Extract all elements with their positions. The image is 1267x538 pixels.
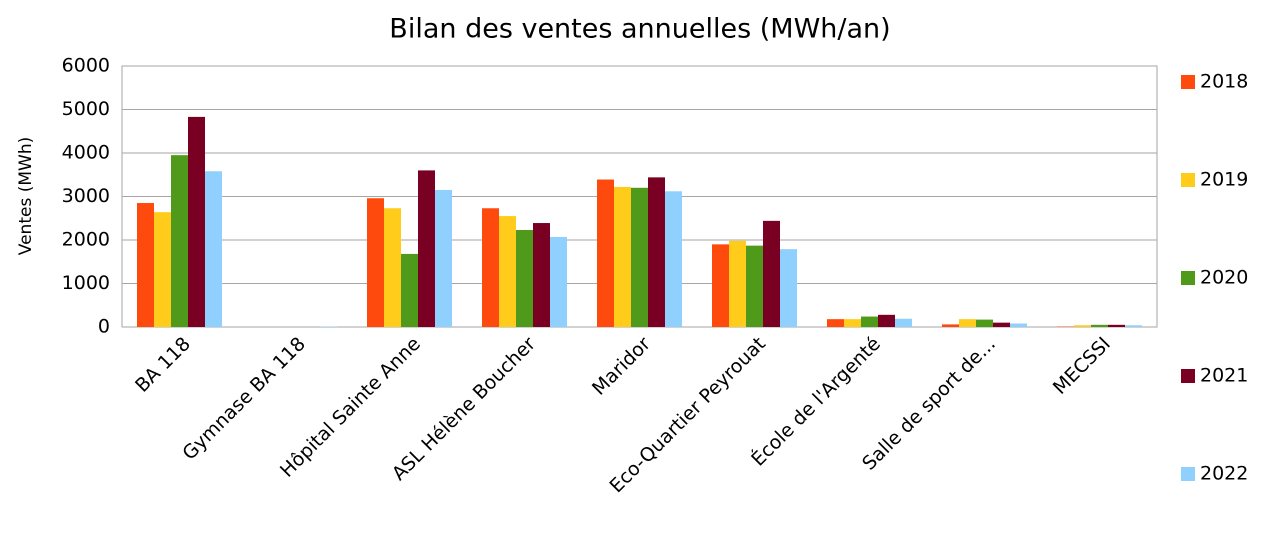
bar <box>1091 325 1108 327</box>
legend-swatch <box>1181 467 1195 481</box>
x-tick-label: École de l'Argenté <box>746 332 884 470</box>
bar <box>435 190 452 327</box>
bar <box>384 208 401 327</box>
bar <box>499 216 516 327</box>
bar <box>550 237 567 327</box>
bar <box>942 324 959 327</box>
bar <box>171 155 188 327</box>
legend-label: 2022 <box>1200 463 1248 485</box>
x-tick-label: Maridor <box>588 333 655 400</box>
bar <box>1125 325 1142 327</box>
bar <box>729 241 746 327</box>
legend-swatch <box>1181 271 1195 285</box>
x-tick-label: Salle de sport de... <box>858 333 1000 475</box>
bar <box>154 212 171 327</box>
y-tick-label: 6000 <box>62 55 110 77</box>
bar <box>780 249 797 327</box>
bar <box>367 198 384 327</box>
y-axis-label: Ventes (MWh) <box>16 137 36 255</box>
legend-label: 2021 <box>1200 365 1248 387</box>
y-tick-label: 2000 <box>62 229 110 251</box>
bar <box>665 191 682 327</box>
bar <box>401 254 418 327</box>
bar <box>188 117 205 327</box>
bar <box>895 319 912 327</box>
x-tick-label: BA 118 <box>131 333 195 397</box>
bar <box>1074 325 1091 327</box>
y-tick-label: 0 <box>98 316 110 338</box>
y-tick-label: 5000 <box>62 98 110 120</box>
bar <box>844 319 861 327</box>
legend-swatch <box>1181 75 1195 89</box>
bar <box>205 171 222 327</box>
bar <box>959 319 976 327</box>
bar <box>533 223 550 327</box>
bar <box>631 188 648 327</box>
bar <box>614 187 631 327</box>
y-tick-label: 1000 <box>62 272 110 294</box>
x-tick-label: MECSSI <box>1049 333 1115 399</box>
bar <box>878 315 895 327</box>
legend-label: 2019 <box>1200 169 1248 191</box>
bar <box>516 230 533 327</box>
bar <box>648 177 665 327</box>
bar <box>597 180 614 327</box>
x-tick-label: Gymnase BA 118 <box>178 333 310 465</box>
bar <box>482 208 499 327</box>
bar <box>137 203 154 327</box>
bar <box>712 244 729 327</box>
bar <box>1108 325 1125 327</box>
bar <box>861 317 878 327</box>
y-tick-label: 4000 <box>62 142 110 164</box>
legend-swatch <box>1181 173 1195 187</box>
bar <box>418 170 435 327</box>
bar <box>993 323 1010 327</box>
chart-title: Bilan des ventes annuelles (MWh/an) <box>389 14 890 45</box>
bar <box>827 319 844 327</box>
bar <box>976 320 993 327</box>
bar <box>763 221 780 327</box>
bar <box>1010 324 1027 327</box>
legend-swatch <box>1181 369 1195 383</box>
y-tick-label: 3000 <box>62 185 110 207</box>
legend-label: 2018 <box>1200 71 1248 93</box>
legend-label: 2020 <box>1200 267 1248 289</box>
bar <box>746 246 763 327</box>
